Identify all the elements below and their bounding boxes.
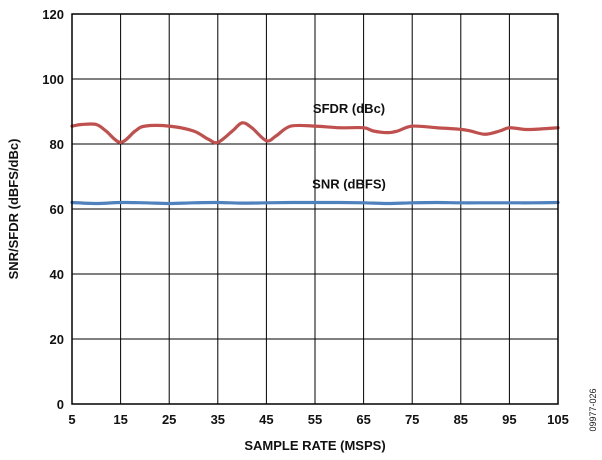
snr-series-label: SNR (dBFS)	[312, 177, 386, 192]
x-tick-label: 75	[405, 412, 419, 427]
x-tick-label: 25	[162, 412, 176, 427]
x-tick-label: 95	[502, 412, 516, 427]
x-tick-label: 105	[547, 412, 569, 427]
snr-line	[70, 200, 560, 206]
figure-id: 09977-026	[588, 388, 598, 431]
y-tick-label: 60	[50, 202, 64, 217]
y-tick-label: 100	[42, 72, 64, 87]
x-tick-label: 5	[68, 412, 75, 427]
y-tick-label: 80	[50, 137, 64, 152]
y-tick-labels: 0 20 40 60 80 100 120	[42, 7, 64, 412]
x-tick-label: 65	[356, 412, 370, 427]
y-tick-label: 120	[42, 7, 64, 22]
x-tick-label: 85	[454, 412, 468, 427]
x-tick-label: 55	[308, 412, 322, 427]
sfdr-series-label: SFDR (dBc)	[313, 101, 385, 116]
x-tick-label: 35	[211, 412, 225, 427]
y-axis-title: SNR/SFDR (dBFS/dBc)	[6, 139, 21, 280]
y-tick-label: 40	[50, 267, 64, 282]
series-lines	[70, 121, 560, 206]
plot-frame	[71, 13, 559, 405]
y-tick-label: 20	[50, 332, 64, 347]
y-tick-label: 0	[57, 397, 64, 412]
grid	[71, 13, 559, 405]
x-tick-label: 15	[113, 412, 127, 427]
x-tick-labels: 5 15 25 35 45 55 65 75 85 95 105	[68, 412, 568, 427]
x-tick-label: 45	[259, 412, 273, 427]
sfdr-line	[70, 121, 560, 145]
x-axis-title: SAMPLE RATE (MSPS)	[244, 438, 385, 453]
